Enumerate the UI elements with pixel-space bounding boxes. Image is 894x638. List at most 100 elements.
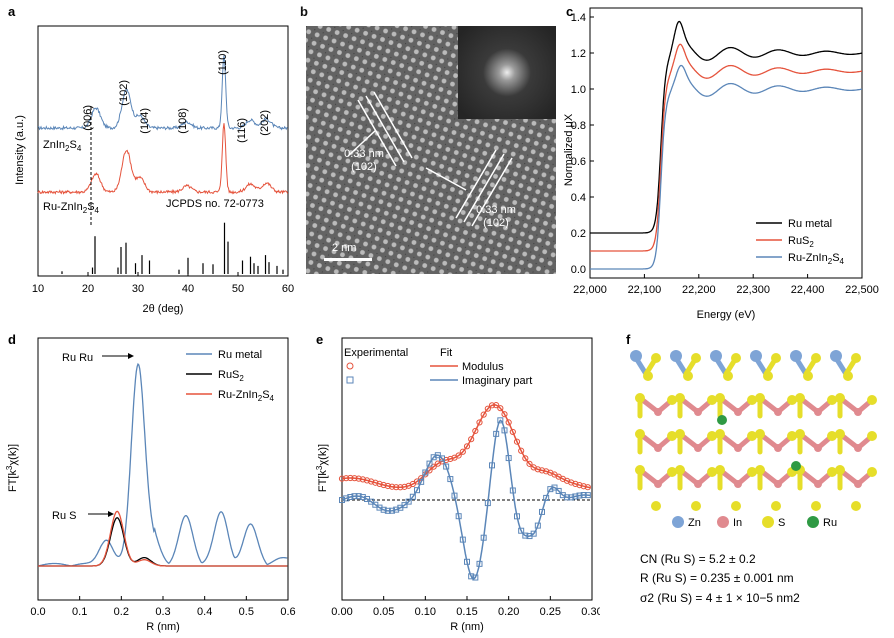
panel-a-jcpds-label: JCPDS no. 72-0773 (166, 198, 264, 210)
panel-f-atom-legend: Zn In S Ru (672, 516, 837, 529)
experimental-point-imaginary (439, 455, 445, 462)
panel-e-legend-fit: Fit (440, 347, 452, 359)
atom (787, 395, 797, 405)
experimental-point-modulus (397, 484, 404, 491)
panel-f-structure: f Zn In S Ru CN (Ru S) = 5.2 ± 0.2 R (Ru S)… (626, 332, 877, 605)
y-tick-label: 1.2 (571, 48, 586, 60)
legend-atom (807, 516, 819, 528)
series-line-Ru-ZnIn2S4 (38, 510, 288, 567)
experimental-point-modulus (522, 455, 529, 462)
reflection-label: (102) (118, 80, 130, 106)
panel-b-letter: b (300, 4, 308, 19)
experimental-point-imaginary (389, 507, 395, 514)
atom (667, 431, 677, 441)
experimental-point-modulus (580, 483, 587, 490)
experimental-point-imaginary (509, 487, 516, 494)
tem-lattice-label-1: 0.33 nm (102) (344, 148, 384, 173)
atom (867, 431, 877, 441)
experimental-point-imaginary (459, 536, 466, 543)
experimental-point-imaginary (514, 513, 520, 520)
legend-atom-label: S (778, 517, 785, 529)
atom (774, 408, 782, 416)
reflection-label: (104) (139, 108, 151, 134)
experimental-point-modulus (455, 452, 462, 459)
legend-label-part: 2 (809, 240, 814, 249)
experimental-point-imaginary (468, 573, 475, 580)
experimental-point-imaginary (564, 494, 570, 501)
experimental-point-imaginary (426, 460, 433, 467)
panel-a-xlabel: 2θ (deg) (143, 303, 184, 315)
experimental-point-imaginary (409, 493, 416, 500)
series-line-Ru-ZnIn2S4 (37, 123, 289, 195)
legend-label-part: 2 (239, 374, 244, 383)
experimental-point-modulus (488, 402, 496, 409)
experimental-point-modulus (568, 479, 575, 486)
panel-c-ylabel: Normalized μX (563, 113, 575, 186)
experimental-point-imaginary (418, 478, 425, 485)
atom (854, 444, 862, 452)
x-tick-label: 22,500 (845, 284, 879, 296)
atom (683, 371, 693, 381)
atom (694, 408, 702, 416)
atom (694, 480, 702, 488)
panel-e-fit-chart: e 0.00 0.05 0.10 0.15 0.20 0.25 0.30 Experimen… (315, 332, 600, 633)
reflection-label: (108) (177, 108, 189, 134)
panel-c-series-lines (590, 20, 862, 270)
series-line-Ru-ZnIn2S4 (590, 64, 862, 270)
legend-label: Ru-ZnIn2S4 (788, 252, 845, 266)
atom (814, 408, 822, 416)
experimental-point-imaginary (489, 462, 495, 469)
experimental-point-imaginary (530, 530, 537, 537)
atom (835, 465, 845, 475)
experimental-point-modulus (534, 466, 541, 473)
panel-b-tem-image: 0.33 nm (102) 0.33 nm (102) 2 nm (306, 26, 556, 274)
experimental-point-modulus (576, 482, 583, 489)
x-tick-label: 22,300 (736, 284, 770, 296)
atom (763, 371, 773, 381)
atom (814, 444, 822, 452)
legend-label-part: 4 (840, 257, 845, 266)
tem-scale-label: 2 nm (332, 242, 357, 254)
panel-e-legend-experimental: Experimental (344, 347, 408, 359)
series-line-Ru metal (590, 20, 862, 234)
experimental-point-imaginary (505, 455, 512, 462)
x-tick-label: 22,000 (573, 284, 607, 296)
experimental-point-imaginary (584, 492, 591, 499)
experimental-point-modulus (459, 448, 466, 455)
experimental-point-modulus (463, 443, 471, 450)
panel-c-xanes-chart: c 22,000 22,100 22,200 22,300 22,400 22,500 0.… (563, 4, 879, 321)
x-tick-label: 0.0 (30, 606, 45, 618)
atom (747, 431, 757, 441)
legend-label: RuS2 (218, 369, 244, 383)
experimental-point-modulus (372, 479, 379, 486)
x-tick-label: 0.25 (540, 606, 561, 618)
atom (787, 431, 797, 441)
atom (691, 501, 701, 511)
atom (635, 429, 645, 439)
experimental-point-imaginary (476, 560, 483, 567)
experimental-point-modulus (347, 474, 354, 482)
atom (635, 465, 645, 475)
panel-d-series-lines (37, 362, 288, 567)
experimental-point-modulus (355, 475, 362, 482)
experimental-point-modulus (430, 463, 437, 470)
atom (811, 353, 821, 363)
x-tick-label: 50 (232, 283, 244, 295)
experimental-point-modulus (413, 478, 421, 485)
panel-f-sigma-text: σ2 (Ru S) = 4 ± 1 × 10−5 nm2 (640, 591, 800, 605)
experimental-point-imaginary (568, 494, 575, 501)
y-tick-label: 0.4 (571, 192, 586, 204)
experimental-point-imaginary (480, 534, 487, 541)
panel-a-ylabel: Intensity (a.u.) (14, 115, 26, 185)
atom (867, 467, 877, 477)
atom (851, 501, 861, 511)
atom (791, 461, 801, 471)
experimental-point-imaginary (551, 484, 558, 491)
legend-label-part: 2 (828, 257, 833, 266)
experimental-point-imaginary (555, 487, 562, 494)
atom (670, 350, 682, 362)
atom (851, 353, 861, 363)
experimental-point-modulus (359, 476, 366, 483)
atom (694, 444, 702, 452)
panel-a-reflection-labels: (006) (102) (104) (108) (110) (116) (202) (82, 50, 271, 143)
